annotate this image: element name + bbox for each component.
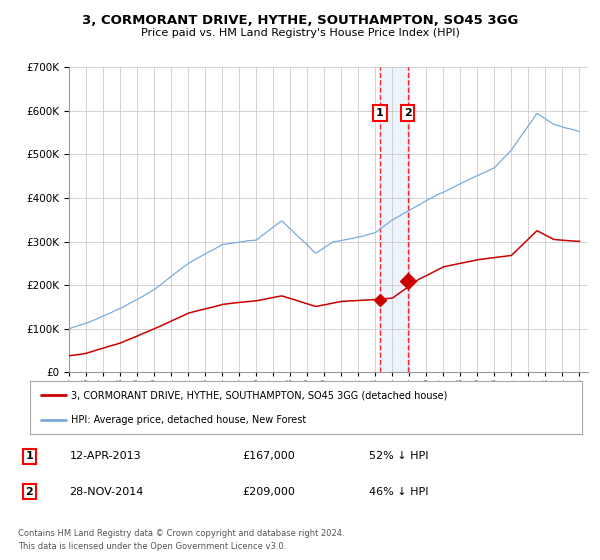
Text: Price paid vs. HM Land Registry's House Price Index (HPI): Price paid vs. HM Land Registry's House …	[140, 28, 460, 38]
Text: 46% ↓ HPI: 46% ↓ HPI	[369, 487, 428, 497]
Bar	[380, 67, 409, 372]
Text: 12-APR-2013: 12-APR-2013	[70, 451, 141, 461]
Text: 28-NOV-2014: 28-NOV-2014	[70, 487, 144, 497]
Text: £209,000: £209,000	[242, 487, 295, 497]
Text: 2: 2	[404, 108, 412, 118]
Text: Contains HM Land Registry data © Crown copyright and database right 2024.: Contains HM Land Registry data © Crown c…	[18, 529, 344, 538]
Text: 2: 2	[25, 487, 33, 497]
Text: HPI: Average price, detached house, New Forest: HPI: Average price, detached house, New …	[71, 414, 307, 424]
Text: 1: 1	[376, 108, 384, 118]
Text: 1: 1	[25, 451, 33, 461]
Text: 3, CORMORANT DRIVE, HYTHE, SOUTHAMPTON, SO45 3GG (detached house): 3, CORMORANT DRIVE, HYTHE, SOUTHAMPTON, …	[71, 390, 448, 400]
Text: 3, CORMORANT DRIVE, HYTHE, SOUTHAMPTON, SO45 3GG: 3, CORMORANT DRIVE, HYTHE, SOUTHAMPTON, …	[82, 14, 518, 27]
Text: £167,000: £167,000	[242, 451, 295, 461]
Text: This data is licensed under the Open Government Licence v3.0.: This data is licensed under the Open Gov…	[18, 542, 286, 551]
Text: 52% ↓ HPI: 52% ↓ HPI	[369, 451, 428, 461]
